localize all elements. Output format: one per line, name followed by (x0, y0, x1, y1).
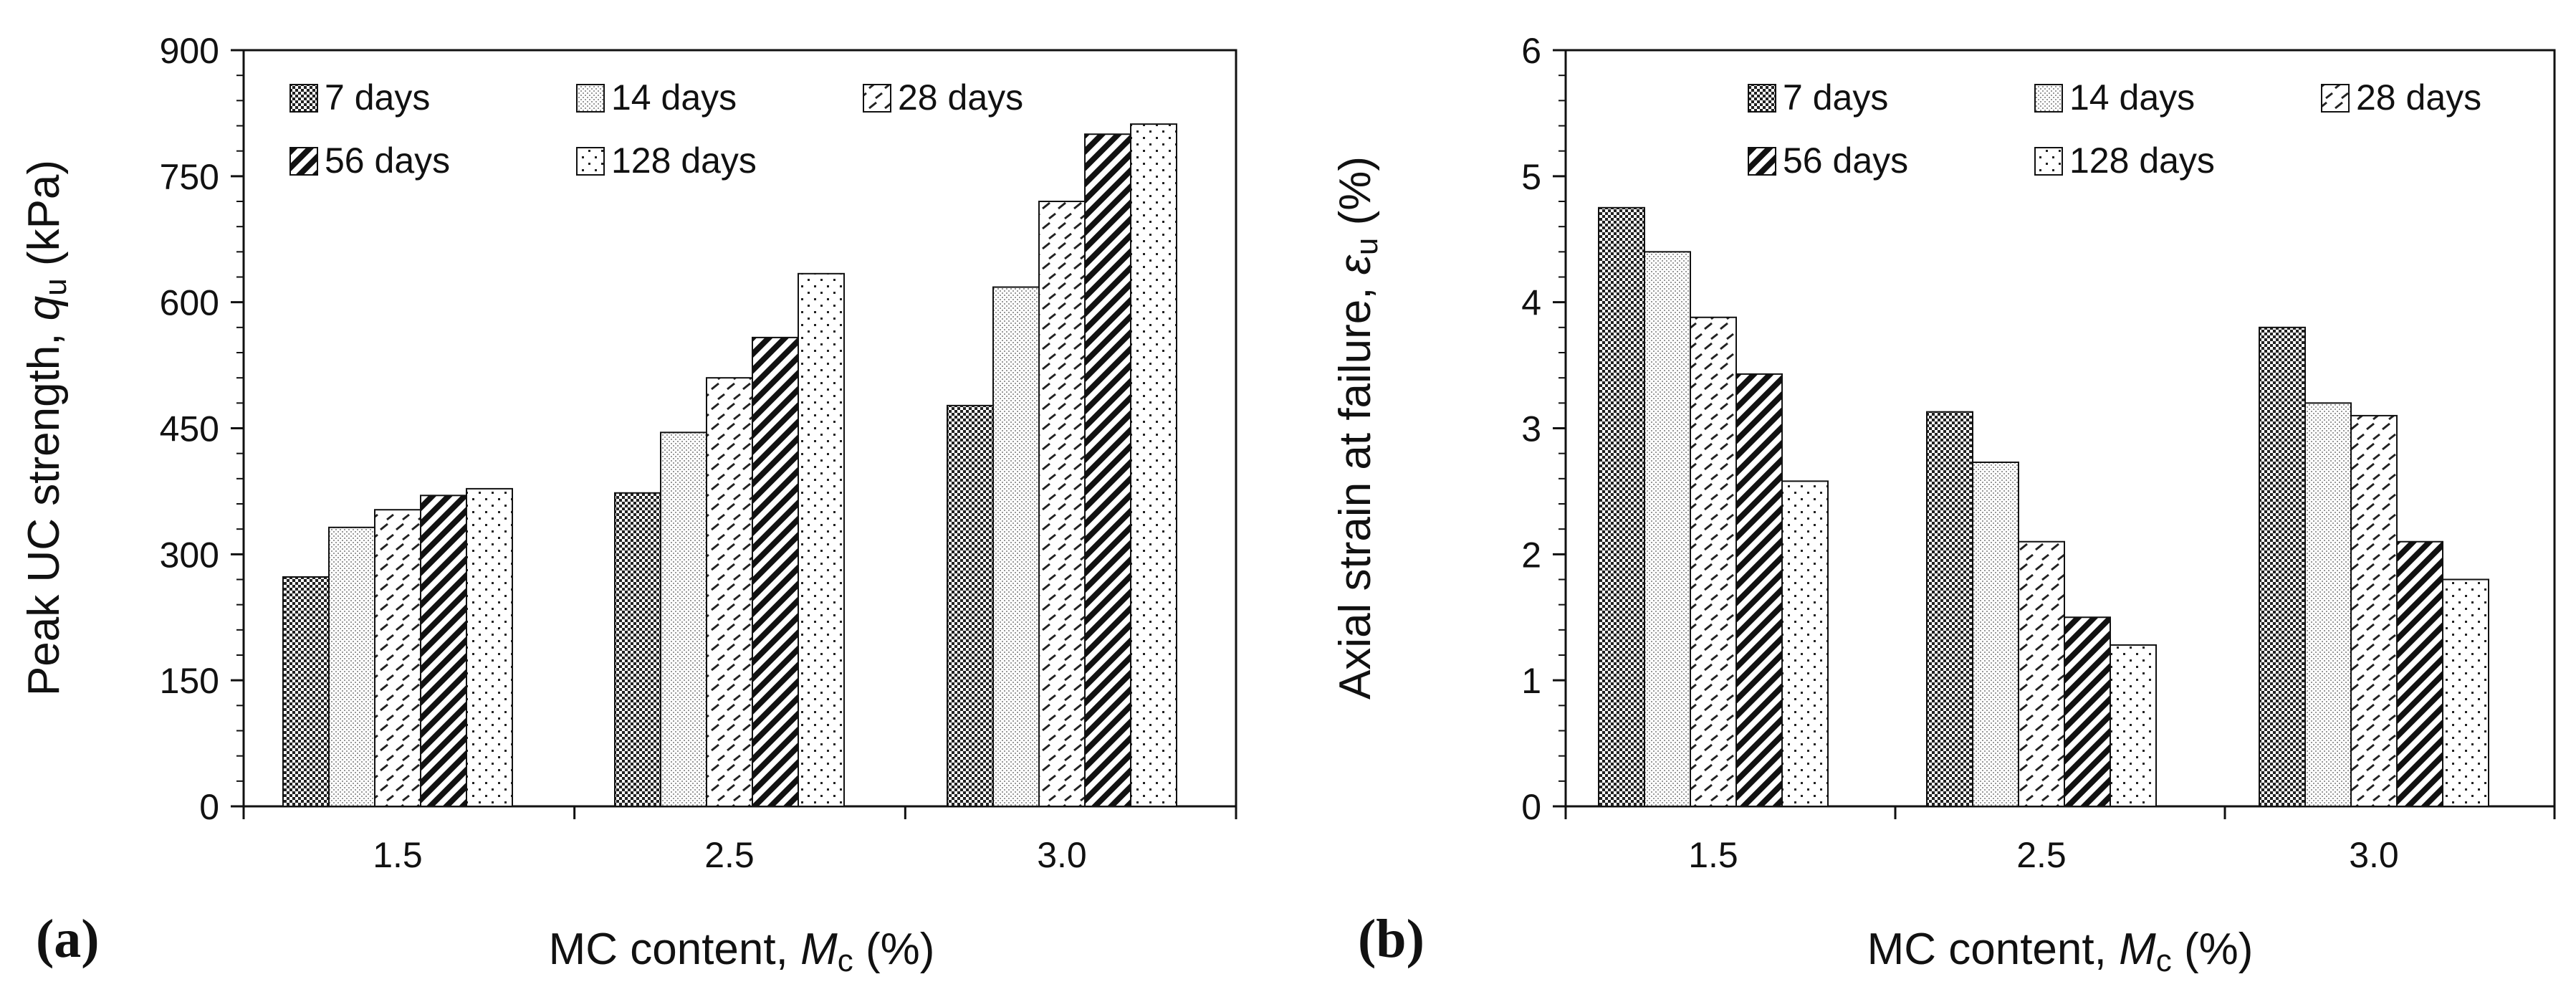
bar (2442, 578, 2489, 807)
bar (947, 404, 994, 807)
x-tick-label: 3.0 (1037, 835, 1087, 875)
bar (1781, 480, 1829, 807)
bar (2350, 414, 2398, 807)
bar (420, 495, 467, 807)
bar (752, 336, 799, 807)
bars-b (1598, 206, 2489, 808)
x-axis-b: 1.5 2.5 3.0 (1564, 806, 2556, 875)
bar (992, 286, 1040, 808)
bar (2064, 616, 2111, 807)
bar (2018, 540, 2065, 807)
bar (2259, 326, 2306, 808)
bar (328, 526, 375, 807)
bar (282, 576, 330, 807)
y-tick-label: 4 (1521, 283, 1541, 323)
bar (798, 272, 845, 807)
y-tick-label: 900 (160, 31, 219, 71)
y-tick-label: 750 (160, 157, 219, 197)
legend-label: 56 days (1783, 140, 1908, 181)
bars-a (282, 123, 1177, 808)
legend-a: 7 days 14 days 28 days 56 days 128 days (289, 77, 1023, 181)
y-tick-label: 0 (199, 787, 219, 827)
legend-label: 128 days (2069, 140, 2215, 181)
bar (2396, 540, 2443, 807)
bar (1644, 251, 1691, 808)
legend-label: 56 days (325, 140, 450, 181)
bar (614, 492, 661, 807)
legend-swatch (576, 147, 605, 176)
y-tick-label: 150 (160, 661, 219, 701)
y-tick-label: 5 (1521, 157, 1541, 197)
x-axis-a: 1.5 2.5 3.0 (242, 806, 1237, 875)
legend-label: 14 days (611, 77, 737, 118)
bar (466, 487, 513, 808)
x-tick-label: 2.5 (704, 835, 755, 875)
bar (1598, 206, 1645, 807)
legend-label: 14 days (2069, 77, 2195, 118)
legend-swatch (1748, 84, 1776, 113)
x-axis-title-b: MC content, Mc (%) (1867, 925, 2254, 978)
bar (1972, 461, 2019, 807)
legend-swatch (289, 84, 318, 113)
panel-label-b: (b) (1358, 909, 1425, 969)
x-tick-label: 2.5 (2016, 835, 2067, 875)
y-tick-label: 450 (160, 409, 219, 449)
bar (1926, 411, 1973, 807)
y-tick-label: 2 (1521, 535, 1541, 575)
y-axis-title-b: Axial strain at failure, εu (%) (1331, 156, 1384, 700)
x-tick-label: 3.0 (2349, 835, 2399, 875)
bar (1735, 373, 1783, 807)
legend-swatch (2321, 84, 2350, 113)
bar (2110, 644, 2157, 808)
legend-label: 28 days (2356, 77, 2481, 118)
chart-panel-a: 0 150 300 450 600 750 900 1.5 2.5 3.0 7 days 14 d… (19, 31, 1237, 978)
legend-swatch (1748, 147, 1776, 176)
y-tick-label: 0 (1521, 787, 1541, 827)
bar (374, 509, 421, 807)
x-tick-label: 1.5 (373, 835, 423, 875)
x-axis-title-a: MC content, Mc (%) (549, 925, 935, 978)
y-tick-label: 6 (1521, 31, 1541, 71)
bar (2304, 402, 2352, 807)
bar (1084, 133, 1131, 807)
y-axis-a: 0 150 300 450 600 750 900 (160, 31, 244, 827)
bar (706, 377, 753, 807)
bar (1038, 201, 1086, 807)
bar (660, 431, 707, 807)
bar (1690, 316, 1737, 807)
chart-panel-b: 0 1 2 3 4 5 6 1.5 2.5 3.0 7 days 14 days 28 days 56… (1331, 31, 2556, 978)
legend-label: 28 days (898, 77, 1023, 118)
legend-label: 7 days (325, 77, 430, 118)
panel-label-a: (a) (36, 909, 100, 969)
legend-b: 7 days 14 days 28 days 56 days 128 days (1748, 77, 2481, 181)
legend-label: 7 days (1783, 77, 1888, 118)
bar (1130, 123, 1177, 807)
y-tick-label: 600 (160, 283, 219, 323)
legend-swatch (2034, 84, 2063, 113)
legend-swatch (2034, 147, 2063, 176)
x-tick-label: 1.5 (1688, 835, 1738, 875)
legend-swatch (863, 84, 891, 113)
legend-swatch (576, 84, 605, 113)
y-tick-label: 1 (1521, 661, 1541, 701)
legend-swatch (289, 147, 318, 176)
y-tick-label: 3 (1521, 409, 1541, 449)
legend-label: 128 days (611, 140, 757, 181)
y-axis-title-a: Peak UC strength, qu (kPa) (19, 160, 73, 696)
y-axis-b: 0 1 2 3 4 5 6 (1521, 31, 1566, 827)
y-tick-label: 300 (160, 535, 219, 575)
